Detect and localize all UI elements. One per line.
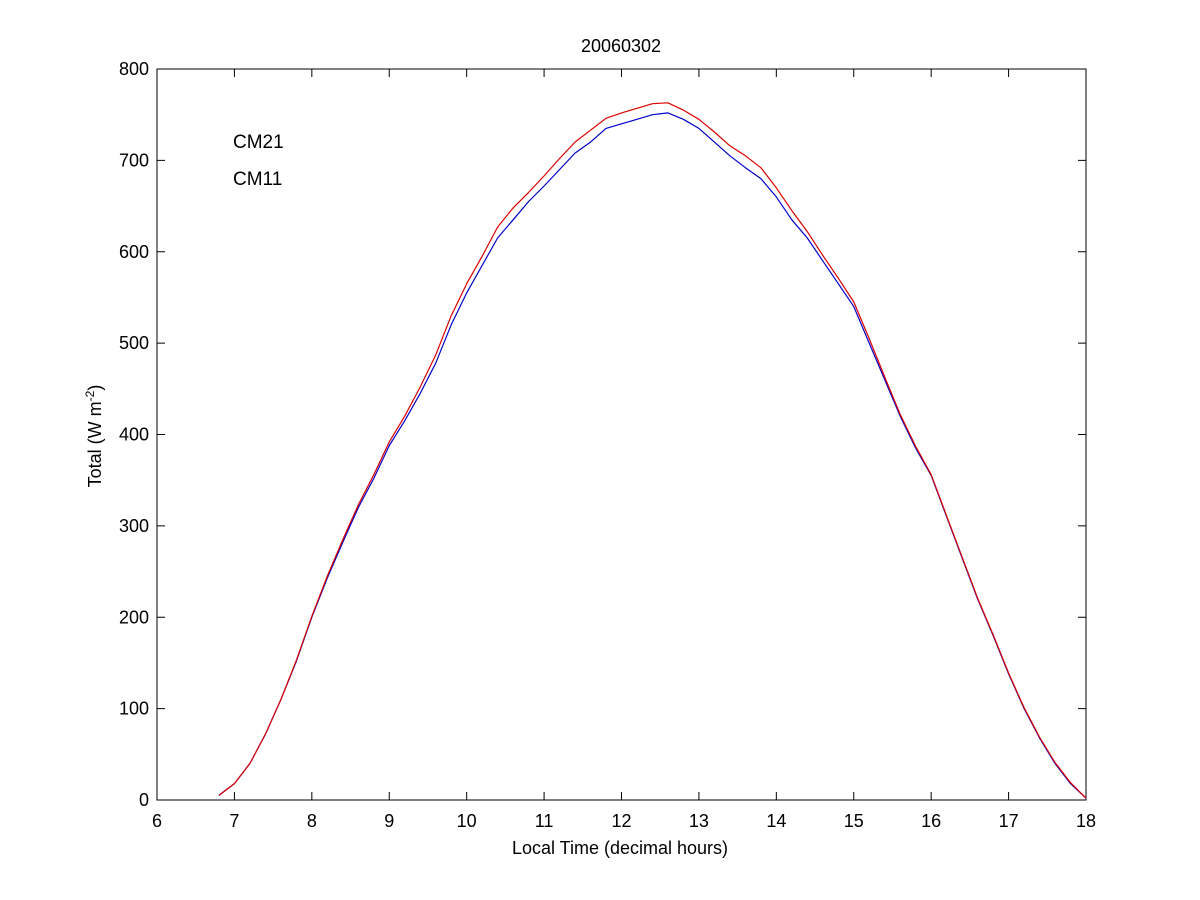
- x-tick-label: 11: [535, 811, 554, 831]
- y-tick-label: 400: [119, 425, 149, 445]
- y-axis-label-close: ): [85, 385, 105, 391]
- y-tick-label: 700: [119, 150, 149, 170]
- x-tick-label: 18: [1076, 811, 1096, 831]
- y-tick-label: 300: [119, 516, 149, 536]
- y-axis-label-main: Total (W m: [85, 401, 105, 487]
- x-tick-label: 15: [844, 811, 864, 831]
- x-tick-label: 9: [384, 811, 394, 831]
- x-axis-label: Local Time (decimal hours): [512, 838, 728, 858]
- x-tick-label: 16: [921, 811, 941, 831]
- chart-title: 20060302: [581, 36, 661, 56]
- plot-area: [156, 68, 1087, 801]
- legend-entry-cm21: CM21: [233, 132, 284, 153]
- x-tick-label: 17: [999, 811, 1019, 831]
- y-tick-label: 600: [119, 242, 149, 262]
- y-axis-label-unit-exponent: -2: [83, 390, 97, 401]
- x-tick-label: 12: [611, 811, 631, 831]
- legend-entry-cm11: CM11: [233, 169, 282, 190]
- y-axis-ticks: 0 100 200 300 400 500 600 700 800: [119, 59, 1086, 810]
- x-tick-label: 7: [229, 811, 239, 831]
- series-line-cm11: [218, 102, 1087, 799]
- x-tick-label: 14: [766, 811, 786, 831]
- y-tick-label: 800: [119, 59, 149, 79]
- series-lines: [218, 102, 1087, 799]
- x-tick-label: 8: [307, 811, 317, 831]
- x-axis-ticks: 6 7 8 9 10 11 12 13 14 15 16 17 18: [152, 69, 1096, 831]
- x-tick-label: 6: [152, 811, 162, 831]
- y-tick-label: 0: [139, 790, 149, 810]
- y-tick-label: 100: [119, 699, 149, 719]
- y-axis-label: Total (W m-2): [83, 385, 105, 488]
- x-tick-label: 13: [689, 811, 709, 831]
- y-tick-label: 500: [119, 333, 149, 353]
- x-tick-label: 10: [457, 811, 477, 831]
- y-tick-label: 200: [119, 607, 149, 627]
